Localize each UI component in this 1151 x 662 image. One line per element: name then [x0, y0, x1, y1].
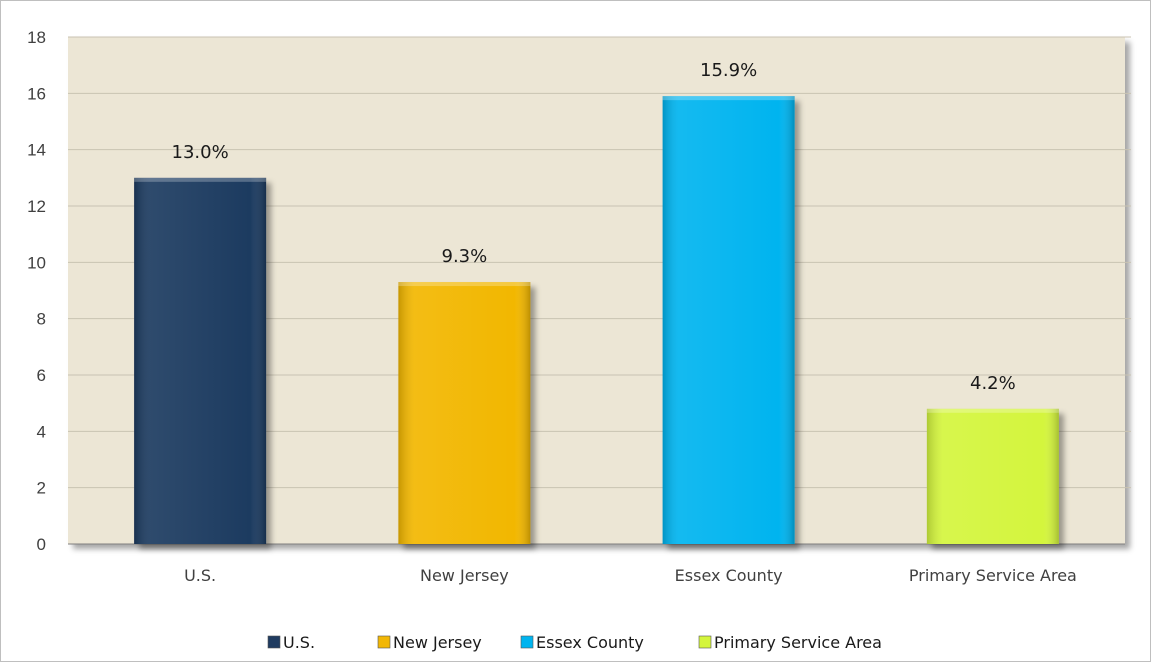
y-tick-label: 10 — [27, 253, 46, 272]
data-label: 4.2% — [970, 373, 1016, 394]
y-tick-label: 18 — [27, 28, 46, 47]
bar-highlight — [134, 177, 267, 182]
bar-highlight — [662, 96, 795, 101]
bar-highlight — [398, 282, 531, 287]
y-tick-label: 4 — [37, 422, 46, 441]
bar-highlight — [926, 408, 1059, 413]
bar-bevel — [926, 408, 1059, 544]
data-label: 9.3% — [442, 246, 488, 267]
legend-label: New Jersey — [393, 633, 482, 652]
x-tick-label: Primary Service Area — [909, 566, 1077, 585]
legend-label: Essex County — [536, 633, 644, 652]
data-label: 15.9% — [700, 60, 757, 81]
x-tick-label: New Jersey — [420, 566, 509, 585]
bar-bevel — [134, 177, 267, 545]
y-tick-label: 8 — [37, 310, 46, 329]
legend-swatch — [377, 635, 391, 649]
x-tick-label: U.S. — [184, 566, 216, 585]
bars: 13.0% 9.3% 15.9% 4.2% — [134, 60, 1059, 545]
y-tick-label: 6 — [37, 366, 46, 385]
legend-swatch — [267, 635, 281, 649]
x-tick-label: Essex County — [675, 566, 783, 585]
y-tick-label: 2 — [37, 479, 46, 498]
bar-bevel — [398, 282, 531, 544]
legend-swatch — [698, 635, 712, 649]
y-tick-label: 0 — [37, 535, 46, 554]
y-tick-label: 12 — [27, 197, 46, 216]
bar-bevel — [662, 96, 795, 545]
legend-label: U.S. — [283, 633, 315, 652]
y-tick-label: 16 — [27, 84, 46, 103]
y-tick-label: 14 — [27, 141, 46, 160]
data-label: 13.0% — [172, 142, 229, 163]
legend: U.S. New Jersey Essex County Primary Servic… — [267, 633, 882, 652]
legend-label: Primary Service Area — [714, 633, 882, 652]
legend-swatch — [520, 635, 534, 649]
x-axis: U.S. New Jersey Essex County Primary Servic… — [184, 566, 1077, 585]
